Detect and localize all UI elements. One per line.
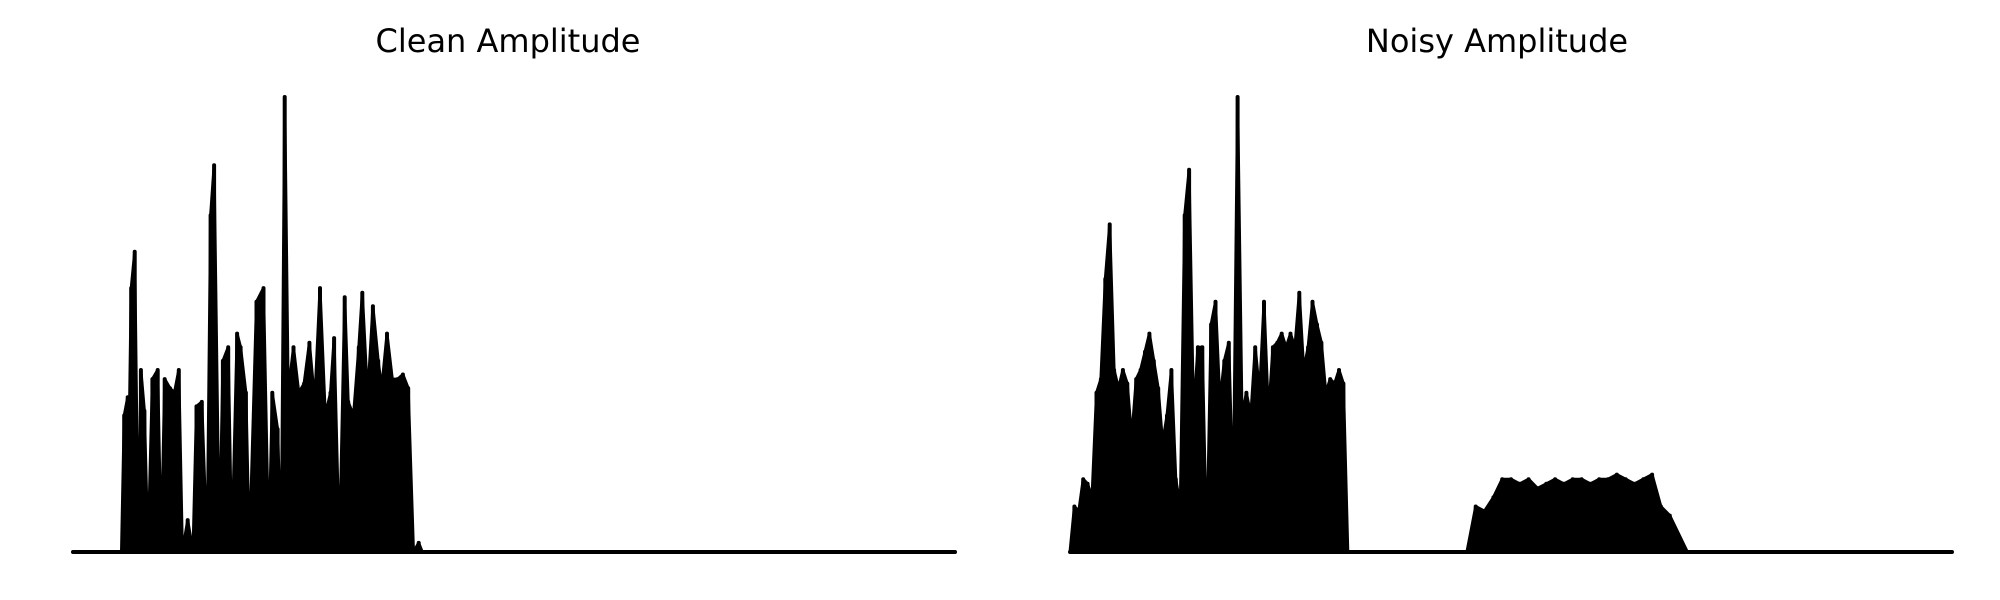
chart-title-clean: Clean Amplitude xyxy=(375,22,641,60)
clean-amplitude-plot xyxy=(71,95,957,554)
chart-title-noisy: Noisy Amplitude xyxy=(1365,22,1629,60)
